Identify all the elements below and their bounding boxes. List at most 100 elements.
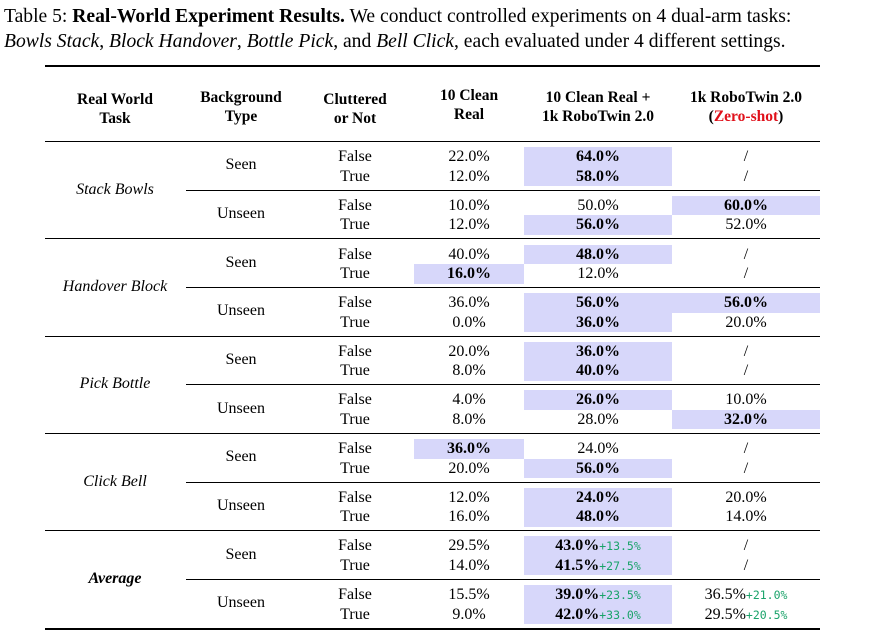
cell-value: / <box>743 167 749 185</box>
cell-value: / <box>743 537 749 555</box>
cell-value: 39.0% <box>555 586 600 603</box>
subgroup-rule <box>186 189 820 191</box>
cluttered-cell: False <box>305 147 405 167</box>
zero-cell: / <box>672 264 820 284</box>
cell-value: 29.5% <box>448 537 490 555</box>
mix-cell: 40.0% <box>524 361 672 381</box>
background-type: Unseen <box>217 399 265 417</box>
cell-value: 48.0% <box>576 245 620 263</box>
clean-cell: 36.0% <box>414 293 524 313</box>
task-label: Stack Bowls <box>76 180 154 198</box>
cell-value: False <box>338 440 372 458</box>
cell-value: 41.5% <box>555 556 600 574</box>
cell-value: / <box>743 459 749 477</box>
zero-cell: 36.5%+21.0% <box>672 585 820 605</box>
clean-cell: 12.0% <box>414 167 524 187</box>
cell-value: 36.0% <box>448 294 490 312</box>
mix-cell: 56.0% <box>524 293 672 313</box>
clean-cell: 16.0% <box>414 507 524 527</box>
clean-cell: 15.5% <box>414 585 524 605</box>
background-type: Unseen <box>217 594 265 612</box>
zero-cell: 60.0% <box>672 195 820 216</box>
zero-cell: 20.0% <box>672 488 820 508</box>
cluttered-cell: True <box>305 167 405 187</box>
caption-task-1: Bowls Stack <box>4 31 100 52</box>
cell-value: True <box>340 556 370 574</box>
clean-cell: 29.5% <box>414 536 524 556</box>
cell-value: 16.0% <box>447 265 491 282</box>
cell-value: 12.0% <box>577 265 619 282</box>
mix-cell: 26.0% <box>524 390 672 410</box>
cell-value: 16.0% <box>448 508 490 526</box>
cell-value: 20.0% <box>448 342 490 360</box>
header-bg-line1: Background <box>200 89 282 106</box>
cluttered-cell: True <box>305 264 405 284</box>
cell-value: True <box>340 459 370 477</box>
cell-value: 36.0% <box>576 342 620 360</box>
cell-value: / <box>743 440 749 458</box>
mix-cell: 50.0% <box>524 196 672 216</box>
zero-cell: 10.0% <box>672 390 820 410</box>
header-rule <box>45 141 820 142</box>
cell-value: 8.0% <box>452 362 486 380</box>
cell-value: 22.0% <box>448 148 490 166</box>
cell-value: 24.0% <box>577 440 619 458</box>
cell-value: 56.0% <box>724 294 768 312</box>
group-rule <box>45 432 820 434</box>
cluttered-cell: True <box>305 313 405 333</box>
clean-cell: 12.0% <box>414 215 524 235</box>
cluttered-cell: True <box>305 459 405 479</box>
cell-value: False <box>338 537 372 555</box>
subgroup-rule <box>186 481 820 483</box>
cell-value: 10.0% <box>448 196 490 214</box>
clean-cell: 20.0% <box>414 459 524 479</box>
cell-value: / <box>743 245 749 263</box>
cell-value: 12.0% <box>448 488 490 506</box>
improvement-delta: +23.5% <box>599 588 641 602</box>
cluttered-cell: True <box>305 410 405 430</box>
cell-value: False <box>338 488 372 506</box>
background-type: Seen <box>225 448 257 466</box>
caption-text-2: , each evaluated under 4 different setti… <box>454 31 786 52</box>
header-task-line2: Task <box>99 110 131 127</box>
cell-value: 43.0% <box>555 537 600 555</box>
mix-cell: 36.0% <box>524 341 672 362</box>
clean-cell: 12.0% <box>414 488 524 508</box>
header-zero-paren-close: ) <box>778 108 784 125</box>
cell-value: 36.5% <box>704 586 746 603</box>
header-task-line1: Real World <box>77 91 153 108</box>
cell-value: 48.0% <box>576 508 620 526</box>
cell-value: 20.0% <box>448 459 490 477</box>
cell-value: 42.0% <box>555 605 600 623</box>
header-mix-line1: 10 Clean Real + <box>545 89 651 106</box>
cell-value: 50.0% <box>577 196 619 214</box>
cell-value: 52.0% <box>725 216 767 234</box>
clean-cell: 14.0% <box>414 556 524 576</box>
background-type: Seen <box>225 350 257 368</box>
clean-cell: 16.0% <box>414 264 524 284</box>
cluttered-cell: False <box>305 390 405 410</box>
caption-task-2: Block Handover <box>109 31 237 52</box>
cluttered-cell: True <box>305 507 405 527</box>
background-type: Seen <box>225 156 257 174</box>
improvement-delta: +20.5% <box>745 607 788 622</box>
subgroup-rule <box>186 578 820 580</box>
header-clean-line1: 10 Clean <box>439 87 499 104</box>
improvement-delta: +21.0% <box>745 588 788 602</box>
mix-cell: 39.0%+23.5% <box>524 585 672 605</box>
mix-cell: 24.0% <box>524 487 672 508</box>
table-caption: Table 5: Real-World Experiment Results. … <box>4 4 876 54</box>
cell-value: 32.0% <box>724 410 768 428</box>
mix-cell: 41.5%+27.5% <box>524 555 672 576</box>
clean-cell: 10.0% <box>414 196 524 216</box>
caption-task-4: Bell Click <box>376 31 454 52</box>
mix-cell: 56.0% <box>524 215 672 235</box>
cell-value: 29.5% <box>704 605 746 623</box>
cell-value: / <box>743 265 749 282</box>
cell-value: / <box>743 148 749 166</box>
mix-cell: 24.0% <box>524 439 672 459</box>
cluttered-cell: False <box>305 196 405 216</box>
cell-value: True <box>340 508 370 526</box>
clean-cell: 8.0% <box>414 410 524 430</box>
clean-cell: 20.0% <box>414 342 524 362</box>
